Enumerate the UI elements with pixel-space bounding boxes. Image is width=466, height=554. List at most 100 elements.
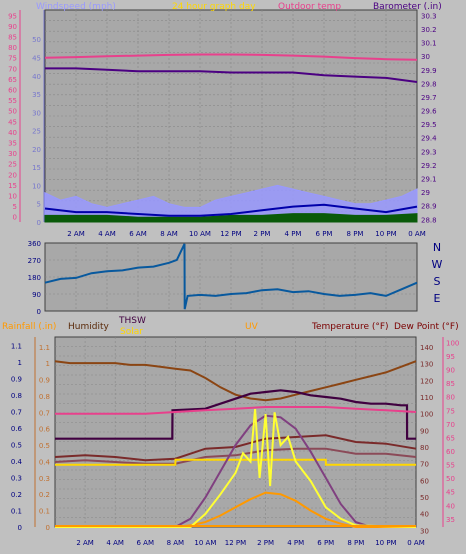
uv-tick-label: 0.1 [39,508,50,516]
thsw-line [55,389,416,440]
rainfall-tick-label: 1 [18,359,22,367]
barometer-tick-label: 29.3 [421,148,437,156]
rainfall-tick-label: 0.7 [11,408,22,416]
outdoor-temp-label: Outdoor temp [278,2,341,12]
wind-tick-label: 0 [37,219,41,227]
panel-1-time-label: 8 PM [347,230,364,238]
rainfall-tick-label: 0 [18,524,22,532]
wind-tick-label: 45 [32,55,41,63]
rainfall-tick-label: 0.8 [11,392,22,400]
uv-tick-label: 0.2 [39,491,50,499]
dewpoint-tick-label: 90 [446,367,455,375]
temp-tick-label: 20 [8,171,17,179]
panel-3-time-label: 8 PM [347,539,364,547]
rainfall-tick-label: 1.1 [11,342,22,350]
barometer-tick-label: 29.9 [421,67,437,75]
panel-1-time-label: 4 PM [285,230,302,238]
temp-tick-label: 55 [8,97,17,105]
direction-tick-label: 0 [37,308,41,316]
panel-1-time-label: 2 PM [254,230,271,238]
panel-1-time-label: 4 AM [98,230,116,238]
barometer-tick-label: 30.1 [421,40,437,48]
temp-tick-label: 95 [8,12,17,20]
temperature-tick-label: 70 [420,461,429,469]
panel-3-time-label: 6 AM [136,539,154,547]
temperature-tick-label: 30 [420,527,429,535]
temp-tick-label: 10 [8,193,17,201]
rainfall-tick-label: 0.2 [11,491,22,499]
temp-tick-label: 70 [8,65,17,73]
panel-3-time-label: 10 AM [194,539,216,547]
temp-tick-label: 85 [8,34,17,42]
panel-1-time-label: 12 PM [220,230,241,238]
uv-tick-label: 0 [46,524,50,532]
wind-gust-area [44,184,418,223]
dew-point-line [54,447,417,465]
wind-tick-label: 25 [32,128,41,136]
direction-tick-label: 180 [28,274,41,282]
wind-direction-line [44,243,418,310]
barometer-tick-label: 29.5 [421,121,437,129]
temp-tick-label: 25 [8,161,17,169]
wind-tick-label: 5 [37,201,41,209]
uv-tick-label: 1 [46,360,50,368]
temp-tick-label: 5 [13,203,17,211]
compass-n-label: N [433,241,441,254]
barometer-tick-label: 29.2 [421,162,437,170]
panel-1-time-label: 0 AM [408,230,426,238]
temperature-tick-label: 90 [420,427,429,435]
panel-3-time-label: 0 AM [407,539,425,547]
panel-1-time-label: 2 AM [67,230,85,238]
humidity-line [54,360,417,402]
dewpoint-tick-label: 70 [446,421,455,429]
rainfall-tick-label: 0.6 [11,425,23,433]
temperature-label: Temperature (°F) [311,322,389,332]
temp-tick-label: 80 [8,44,17,52]
panel-3-time-label: 12 PM [225,539,246,547]
barometer-tick-label: 29.8 [421,80,437,88]
humidity-label: Humidity [68,322,109,332]
dewpoint-tick-label: 40 [446,502,455,510]
rainfall-tick-label: 0.5 [11,441,22,449]
wind-tick-label: 50 [32,36,41,44]
temp-tick-label: 60 [8,87,17,95]
rainfall-tick-label: 0.9 [11,375,22,383]
rainfall-tick-label: 0.4 [11,458,23,466]
temperature-tick-label: 140 [420,344,433,352]
barometer-tick-label: 28.9 [421,203,437,211]
temperature-tick-label: 110 [420,394,433,402]
graph-title: 24 hour graph day [172,2,256,12]
panel-3-time-label: 8 AM [167,539,185,547]
temp-tick-label: 40 [8,129,17,137]
dewpoint-tick-label: 95 [446,353,455,361]
barometer-tick-label: 29.6 [421,108,437,116]
panel-3-time-label: 2 AM [76,539,94,547]
panel-3-time-label: 4 AM [106,539,124,547]
barometer-label: Barometer (.in) [373,2,442,12]
wind-average-line [44,203,418,217]
uv-tick-label: 0.5 [39,442,50,450]
temperature-tick-label: 80 [420,444,429,452]
uv-tick-label: 0.4 [39,458,51,466]
dewpoint-label: Dew Point (°F) [394,322,459,332]
uv-line [55,414,416,528]
uv-tick-label: 1.1 [39,344,50,352]
compass-e-label: E [434,292,441,305]
thsw-label: THSW [118,316,146,326]
temp-tick-label: 30 [8,150,17,158]
compass-s-label: S [434,275,441,288]
barometer-line [45,67,418,83]
outdoor-temp-line [55,406,417,415]
dewpoint-tick-label: 75 [446,407,455,415]
dewpoint-tick-label: 50 [446,475,455,483]
barometer-tick-label: 30 [421,53,430,61]
dewpoint-tick-label: 55 [446,462,455,470]
temp-tick-label: 35 [8,140,17,148]
barometer-tick-label: 29.4 [421,135,437,143]
panel-3-time-label: 10 PM [375,539,396,547]
dewpoint-tick-label: 100 [446,339,459,347]
temperature-tick-label: 120 [420,377,433,385]
dewpoint-tick-label: 80 [446,394,455,402]
temp-tick-label: 65 [8,76,17,84]
